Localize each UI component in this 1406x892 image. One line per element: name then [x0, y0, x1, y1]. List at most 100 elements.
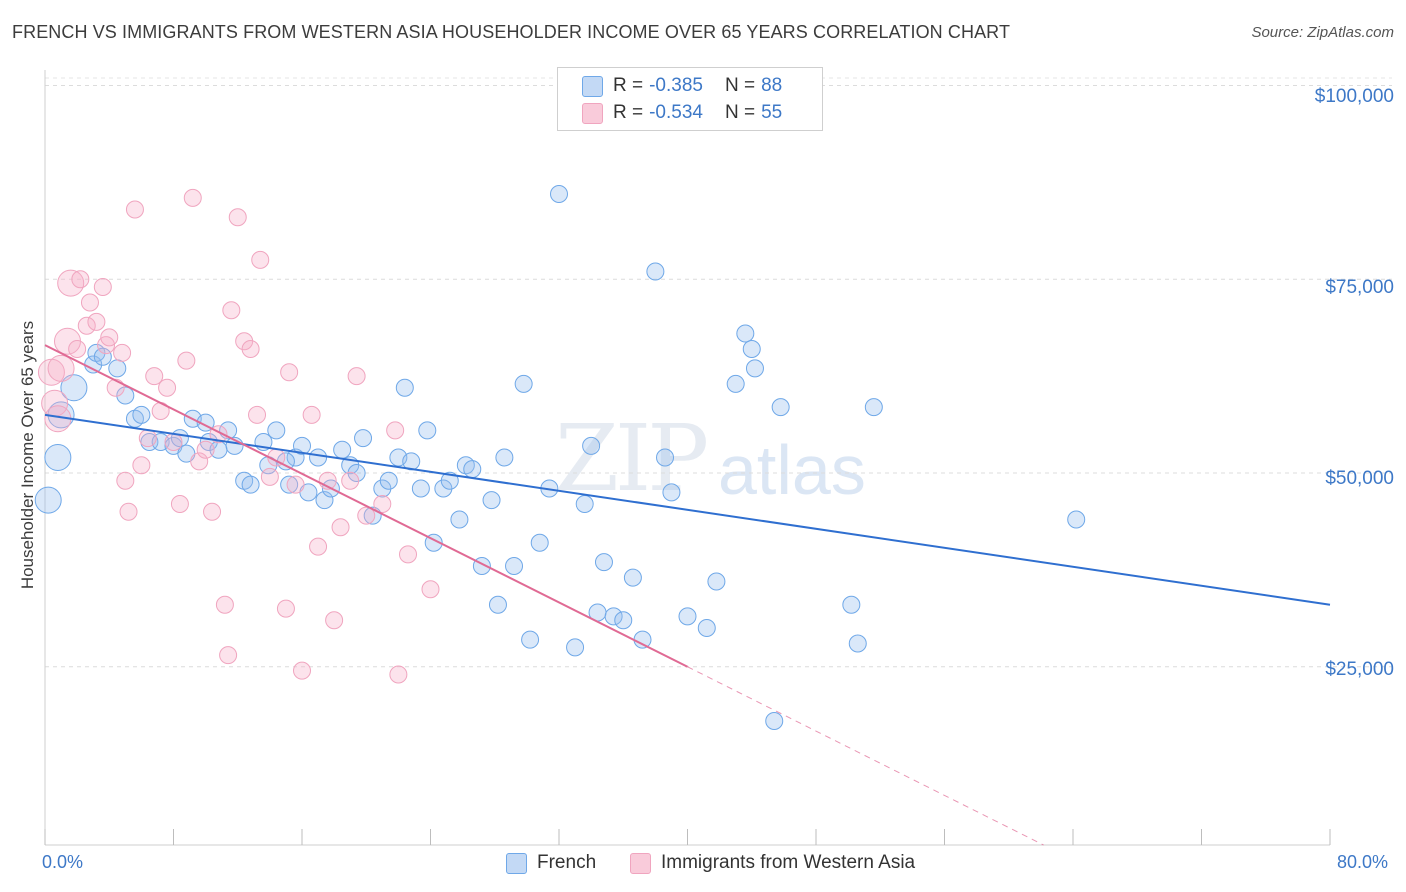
point-french-31: [333, 440, 352, 459]
point-immigrants-17: [119, 502, 138, 521]
point-immigrants-8: [77, 316, 96, 335]
point-immigrants-39: [251, 250, 270, 269]
point-french-61: [582, 436, 601, 455]
legend-n-label: N =: [724, 75, 756, 96]
legend-swatch-french: [582, 75, 603, 97]
point-french-64: [604, 607, 623, 626]
point-french-73: [707, 572, 726, 591]
point-immigrants-13: [100, 328, 119, 347]
point-immigrants-10: [87, 312, 106, 331]
point-french-50: [482, 491, 501, 510]
y-tick-label-100000: $100,000: [1314, 86, 1394, 107]
legend-n-label: N =: [724, 102, 756, 123]
legend-r-value: -0.385: [649, 75, 703, 96]
bottom-legend-swatch-immigrants: [630, 852, 651, 874]
legend-n-value: 88: [761, 75, 783, 96]
point-immigrants-57: [399, 545, 418, 564]
point-immigrants-14: [106, 378, 125, 397]
point-french-58: [550, 185, 568, 203]
trend-line-french: [44, 413, 1331, 606]
point-french-63: [594, 553, 613, 572]
point-french-1: [44, 444, 72, 471]
x-tick-label-min: 0.0%: [42, 852, 84, 872]
point-immigrants-55: [386, 421, 405, 440]
point-french-76: [742, 340, 761, 358]
point-french-84: [93, 347, 112, 366]
point-french-65: [614, 611, 633, 630]
point-french-23: [267, 421, 286, 440]
point-immigrants-29: [196, 440, 215, 459]
point-immigrants-15: [113, 343, 132, 362]
point-immigrants-40: [260, 467, 279, 486]
point-immigrants-21: [145, 367, 164, 386]
point-immigrants-25: [170, 495, 189, 513]
point-french-28: [309, 448, 328, 467]
point-french-60: [575, 495, 594, 513]
point-immigrants-5: [57, 269, 85, 297]
point-immigrants-53: [357, 506, 376, 525]
point-french-74: [726, 374, 745, 393]
point-immigrants-43: [280, 363, 299, 382]
point-french-80: [842, 595, 861, 614]
point-immigrants-28: [190, 452, 209, 471]
point-french-39: [395, 378, 414, 397]
point-immigrants-56: [389, 665, 408, 684]
watermark-atlas: atlas: [718, 431, 866, 509]
legend-r-label: R =: [613, 75, 644, 96]
point-immigrants-18: [125, 200, 144, 219]
point-french-55: [521, 630, 540, 649]
y-axis-label: Householder Income Over 65 years: [18, 320, 37, 590]
point-french-42: [418, 421, 437, 440]
point-french-37: [379, 471, 398, 490]
y-tick-label-75000: $75,000: [1325, 277, 1394, 298]
point-immigrants-30: [203, 502, 222, 521]
point-immigrants-32: [215, 595, 234, 614]
point-french-75: [736, 324, 755, 343]
point-french-26: [293, 436, 311, 455]
point-immigrants-37: [241, 340, 260, 358]
point-french-52: [495, 448, 514, 467]
legend-row-immigrants: R = -0.534 N = 55: [582, 101, 782, 125]
point-immigrants-24: [164, 433, 183, 451]
point-french-81: [848, 634, 867, 653]
point-french-69: [656, 448, 675, 467]
point-immigrants-11: [93, 278, 112, 296]
bottom-legend-label-french: French: [537, 852, 597, 873]
point-french-6: [108, 359, 127, 378]
point-french-41: [411, 479, 430, 498]
legend-row-french: R = -0.385 N = 88: [582, 74, 782, 98]
point-immigrants-58: [421, 580, 440, 599]
point-immigrants-45: [293, 661, 311, 680]
point-french-68: [646, 262, 665, 281]
point-immigrants-49: [325, 611, 344, 630]
point-immigrants-9: [80, 293, 99, 312]
correlation-legend: R = -0.385 N = 88 R = -0.534 N = 55: [557, 67, 823, 131]
legend-swatch-immigrants: [582, 102, 603, 124]
point-immigrants-7: [71, 270, 90, 289]
point-french-85: [132, 405, 151, 424]
point-immigrants-35: [228, 208, 247, 227]
bottom-legend-immigrants: Immigrants from Western Asia: [630, 852, 915, 874]
point-immigrants-42: [276, 599, 295, 618]
point-french-0: [34, 486, 62, 514]
bottom-legend-french: French: [506, 852, 596, 874]
legend-r-label: R =: [613, 102, 644, 123]
point-french-67: [633, 630, 652, 649]
point-french-24: [280, 475, 299, 494]
point-immigrants-3: [47, 354, 75, 382]
point-immigrants-6: [68, 340, 87, 358]
point-french-46: [450, 510, 469, 529]
y-tick-label-25000: $25,000: [1325, 659, 1394, 680]
point-french-72: [697, 619, 716, 637]
point-immigrants-27: [183, 188, 202, 207]
point-immigrants-46: [302, 405, 321, 424]
legend-n-value: 55: [761, 102, 783, 123]
point-french-59: [566, 638, 585, 657]
point-immigrants-34: [222, 301, 241, 320]
point-immigrants-50: [331, 518, 350, 537]
trend-line-immigrants: [44, 344, 688, 668]
point-immigrants-38: [248, 405, 267, 424]
point-immigrants-47: [309, 537, 328, 556]
point-french-78: [765, 712, 784, 730]
point-immigrants-16: [116, 471, 135, 490]
